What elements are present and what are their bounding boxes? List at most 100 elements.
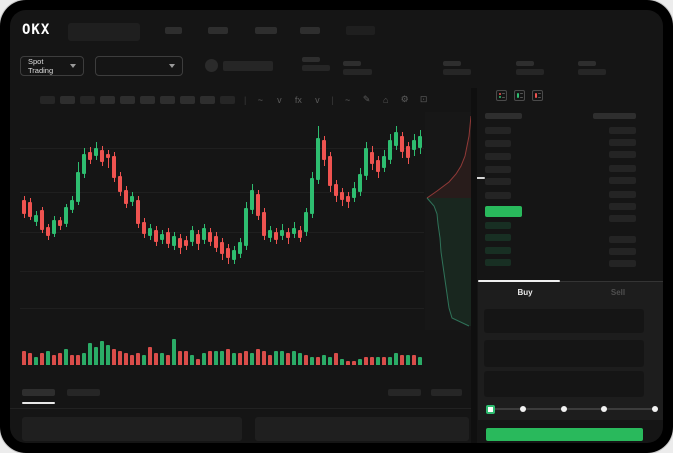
tab-buy[interactable]: Buy [517, 288, 533, 297]
slider-step-dot[interactable] [601, 406, 607, 412]
slider-step-dot[interactable] [561, 406, 567, 412]
pair-selector[interactable] [95, 56, 183, 76]
order-book-amount-row[interactable] [609, 177, 636, 184]
volume-bar [412, 355, 416, 365]
interval-icon[interactable]: v [277, 94, 282, 105]
ask-row[interactable] [485, 140, 511, 147]
candle-body [298, 230, 302, 238]
toolbar-divider: | [331, 94, 334, 105]
bottom-input-2[interactable] [255, 417, 469, 441]
timeframe-10[interactable] [220, 96, 235, 104]
candle-body [418, 136, 422, 148]
timeframe-5[interactable] [120, 96, 135, 104]
nav-item-4[interactable] [300, 27, 320, 34]
slider-step-dot[interactable] [652, 406, 658, 412]
ask-row[interactable] [485, 166, 511, 173]
buy-tab-underline [478, 280, 560, 282]
ask-row[interactable] [485, 178, 511, 185]
order-book-amount-row[interactable] [609, 139, 636, 146]
bid-row[interactable] [485, 222, 511, 229]
timeframe-3[interactable] [80, 96, 95, 104]
total-input[interactable] [484, 371, 644, 397]
volume-bar [304, 355, 308, 365]
ask-row[interactable] [485, 192, 511, 199]
timeframe-4[interactable] [100, 96, 115, 104]
slider-step-dot[interactable] [520, 406, 526, 412]
volume-bar [262, 351, 266, 365]
order-book-amount-row[interactable] [609, 236, 636, 243]
last-price-value [302, 65, 330, 71]
bottom-action-2[interactable] [431, 389, 462, 396]
timeframe-8[interactable] [180, 96, 195, 104]
fullscreen-icon[interactable]: ⊡ [419, 94, 428, 104]
tab-sell[interactable]: Sell [610, 288, 626, 297]
indicators-icon[interactable]: fx [294, 94, 302, 105]
volume-bar [214, 351, 218, 365]
ask-row[interactable] [485, 153, 511, 160]
candle-body [220, 242, 224, 254]
coin-icon [205, 59, 218, 72]
candle-body [370, 152, 374, 164]
candle-body [340, 192, 344, 200]
nav-item-3[interactable] [255, 27, 277, 34]
ask-row[interactable] [485, 127, 511, 134]
order-book-last-price[interactable] [485, 206, 522, 217]
timeframe-9[interactable] [200, 96, 215, 104]
order-book-amount-row[interactable] [609, 248, 636, 255]
volume-bar [160, 353, 164, 365]
stat-3-value [516, 69, 544, 75]
volume-bar [88, 343, 92, 365]
buy-button[interactable] [486, 428, 643, 441]
volume-bar [298, 353, 302, 365]
bid-row[interactable] [485, 259, 511, 266]
order-book-amount-row[interactable] [609, 127, 636, 134]
amount-slider[interactable] [490, 408, 655, 410]
compare-icon[interactable]: v [315, 94, 320, 105]
bottom-action-1[interactable] [388, 389, 421, 396]
bottom-input-1[interactable] [22, 417, 242, 441]
search-input[interactable] [68, 23, 140, 41]
candle-body [262, 212, 266, 236]
nav-item-5[interactable] [346, 26, 375, 35]
candlestick-chart[interactable] [20, 112, 424, 366]
volume-bar [292, 351, 296, 365]
amount-input[interactable] [484, 340, 644, 367]
okx-logo[interactable]: OKX [22, 22, 51, 38]
volume-bar [136, 353, 140, 365]
draw-tool-icon[interactable]: ✎ [362, 94, 371, 104]
timeframe-2[interactable] [60, 96, 75, 104]
timeframe-1[interactable] [40, 96, 55, 104]
market-type-selector[interactable]: Spot Trading [20, 56, 84, 76]
volume-bar [352, 361, 356, 365]
candle-body [160, 234, 164, 240]
timeframe-6[interactable] [140, 96, 155, 104]
candle-type-icon[interactable]: ~ [257, 94, 263, 105]
candle-body [400, 136, 404, 152]
order-book-amount-row[interactable] [609, 191, 636, 198]
slider-handle[interactable] [485, 404, 495, 414]
nav-item-2[interactable] [208, 27, 228, 34]
candle-body [190, 230, 194, 242]
price-input[interactable] [484, 309, 644, 333]
line-tool-icon[interactable]: ~ [345, 94, 351, 105]
market-type-label: Spot Trading [28, 57, 54, 75]
order-book-amount-row[interactable] [609, 151, 636, 158]
bottom-tab-2[interactable] [67, 389, 100, 396]
order-book-bids-icon[interactable] [514, 90, 525, 101]
bottom-tab-active[interactable] [22, 389, 55, 396]
order-book-amount-row[interactable] [609, 260, 636, 267]
order-book-asks-icon[interactable] [532, 90, 543, 101]
nav-item-1[interactable] [165, 27, 182, 34]
candle-body [28, 202, 32, 217]
order-book-amount-row[interactable] [609, 203, 636, 210]
snapshot-icon[interactable]: ⌂ [382, 94, 389, 105]
bid-row[interactable] [485, 247, 511, 254]
timeframe-7[interactable] [160, 96, 175, 104]
volume-bar [154, 353, 158, 365]
depth-chart[interactable] [425, 112, 475, 330]
bid-row[interactable] [485, 234, 511, 241]
order-book-amount-row[interactable] [609, 165, 636, 172]
order-book-amount-row[interactable] [609, 215, 636, 222]
chart-settings-icon[interactable]: ⚙ [400, 94, 409, 104]
order-book-all-icon[interactable] [496, 90, 507, 101]
